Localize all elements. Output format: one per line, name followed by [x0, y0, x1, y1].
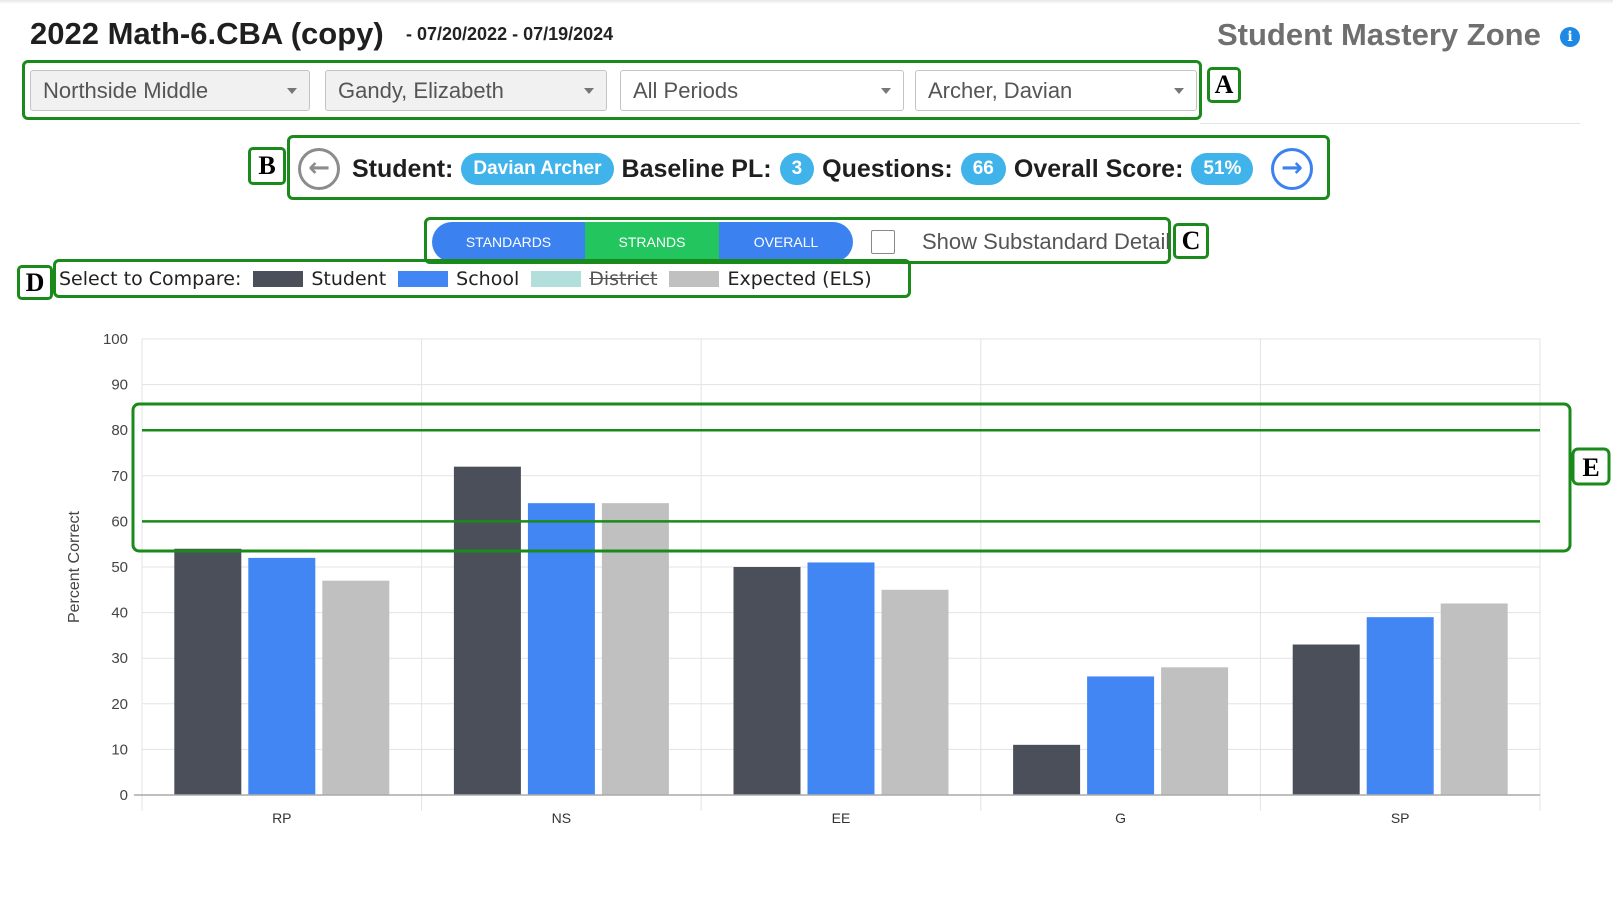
- bar-ee-school: [807, 562, 875, 795]
- legend-label-student: Student: [311, 268, 387, 290]
- legend-item-district[interactable]: District: [531, 268, 657, 290]
- y-tick-label: 70: [111, 468, 128, 485]
- legend-label-school: School: [456, 268, 520, 290]
- compare-legend: Select to Compare: Student School Distri…: [59, 265, 872, 293]
- y-tick-label: 40: [111, 605, 128, 622]
- student-select[interactable]: Archer, Davian: [915, 70, 1197, 111]
- x-tick-label: RP: [272, 810, 291, 826]
- bar-sp-student: [1292, 644, 1360, 795]
- callout-box-a: [22, 60, 1202, 120]
- period-select[interactable]: All Periods: [620, 70, 904, 111]
- questions-badge: 66: [960, 153, 1006, 185]
- bar-ee-student: [733, 567, 801, 795]
- y-tick-label: 60: [111, 513, 128, 530]
- student-name-badge: Davian Archer: [461, 153, 614, 185]
- page-title: 2022 Math-6.CBA (copy): [30, 16, 384, 51]
- legend-swatch-expected: [669, 271, 720, 287]
- legend-item-school[interactable]: School: [398, 268, 519, 290]
- x-tick-label: G: [1115, 810, 1126, 826]
- y-tick-label: 20: [111, 696, 128, 713]
- x-tick-label: EE: [832, 810, 851, 826]
- student-summary: Student: Davian Archer Baseline PL: 3 Qu…: [352, 152, 1261, 186]
- y-tick-label: 100: [103, 331, 128, 348]
- y-tick-label: 50: [111, 559, 128, 576]
- legend-label-expected: Expected (ELS): [727, 268, 872, 290]
- overall-score-badge: 51%: [1191, 153, 1254, 185]
- x-tick-label: NS: [552, 810, 571, 826]
- y-tick-label: 30: [111, 650, 128, 667]
- view-tabs: STANDARDS STRANDS OVERALL: [432, 222, 853, 262]
- bar-rp-school: [248, 557, 316, 795]
- bar-g-school: [1087, 676, 1155, 795]
- tab-strands[interactable]: STRANDS: [585, 222, 719, 262]
- callout-box-e: [131, 402, 1572, 553]
- chevron-down-icon: [287, 88, 297, 94]
- chevron-down-icon: [584, 88, 594, 94]
- y-tick-label: 90: [111, 377, 128, 394]
- substandard-detail-label: Show Substandard Detail: [922, 229, 1171, 254]
- questions-label: Questions:: [822, 154, 953, 183]
- baseline-label: Baseline PL:: [621, 154, 772, 183]
- date-range: - 07/20/2022 - 07/19/2024: [406, 24, 614, 44]
- bar-ns-expected-els: [601, 503, 669, 795]
- baseline-badge: 3: [779, 153, 815, 185]
- school-select[interactable]: Northside Middle: [30, 70, 310, 111]
- callout-label-e: E: [1582, 453, 1599, 482]
- y-tick-label: 10: [111, 741, 128, 758]
- legend-item-expected[interactable]: Expected (ELS): [669, 268, 872, 290]
- bar-rp-expected-els: [322, 580, 390, 795]
- bar-sp-expected-els: [1440, 603, 1508, 795]
- x-tick-label: SP: [1391, 810, 1410, 826]
- callout-label-b: B: [248, 147, 286, 185]
- callout-label-e-frame: [1571, 447, 1611, 486]
- divider: [1200, 123, 1580, 124]
- student-label: Student:: [352, 154, 454, 183]
- bar-rp-student: [174, 548, 242, 795]
- bar-ns-school: [527, 503, 595, 795]
- callout-label-d: D: [17, 265, 53, 300]
- bar-g-student: [1013, 744, 1081, 795]
- info-icon[interactable]: i: [1560, 27, 1580, 47]
- callout-label-c: C: [1173, 223, 1209, 259]
- app-title: Student Mastery Zone: [1217, 17, 1541, 52]
- tab-overall[interactable]: OVERALL: [719, 222, 853, 262]
- school-select-value: Northside Middle: [43, 78, 209, 103]
- bar-ns-student: [453, 466, 521, 795]
- legend-swatch-school: [398, 271, 449, 287]
- student-select-value: Archer, Davian: [928, 78, 1073, 103]
- overall-score-label: Overall Score:: [1013, 154, 1184, 183]
- y-tick-label: 80: [111, 422, 128, 439]
- callout-box-b: [287, 135, 1330, 200]
- next-student-button[interactable]: →: [1271, 148, 1313, 190]
- legend-prompt: Select to Compare:: [59, 268, 242, 290]
- y-tick-label: 0: [120, 787, 128, 804]
- top-shadow: [0, 0, 1613, 4]
- teacher-select[interactable]: Gandy, Elizabeth: [325, 70, 607, 111]
- callout-box-c: [424, 217, 1171, 264]
- legend-swatch-student: [253, 271, 304, 287]
- legend-item-student[interactable]: Student: [253, 268, 386, 290]
- callout-label-a: A: [1207, 67, 1241, 103]
- previous-student-button[interactable]: ←: [298, 148, 340, 190]
- y-axis-label: Percent Correct: [66, 510, 83, 623]
- bar-g-expected-els: [1161, 667, 1229, 795]
- substandard-detail-checkbox[interactable]: [871, 230, 895, 254]
- legend-swatch-district: [531, 271, 582, 287]
- teacher-select-value: Gandy, Elizabeth: [338, 78, 504, 103]
- callout-box-d: [53, 259, 911, 298]
- chevron-down-icon: [881, 88, 891, 94]
- chevron-down-icon: [1174, 88, 1184, 94]
- legend-label-district: District: [589, 268, 658, 290]
- period-select-value: All Periods: [633, 78, 739, 103]
- bar-sp-school: [1366, 617, 1434, 795]
- tab-standards[interactable]: STANDARDS: [432, 222, 585, 262]
- strand-bar-chart: 0 10 20 30 40 50 60 70 80 90 100 RP NS EE G SP Percent C…: [66, 331, 1611, 826]
- bar-ee-expected-els: [881, 589, 949, 795]
